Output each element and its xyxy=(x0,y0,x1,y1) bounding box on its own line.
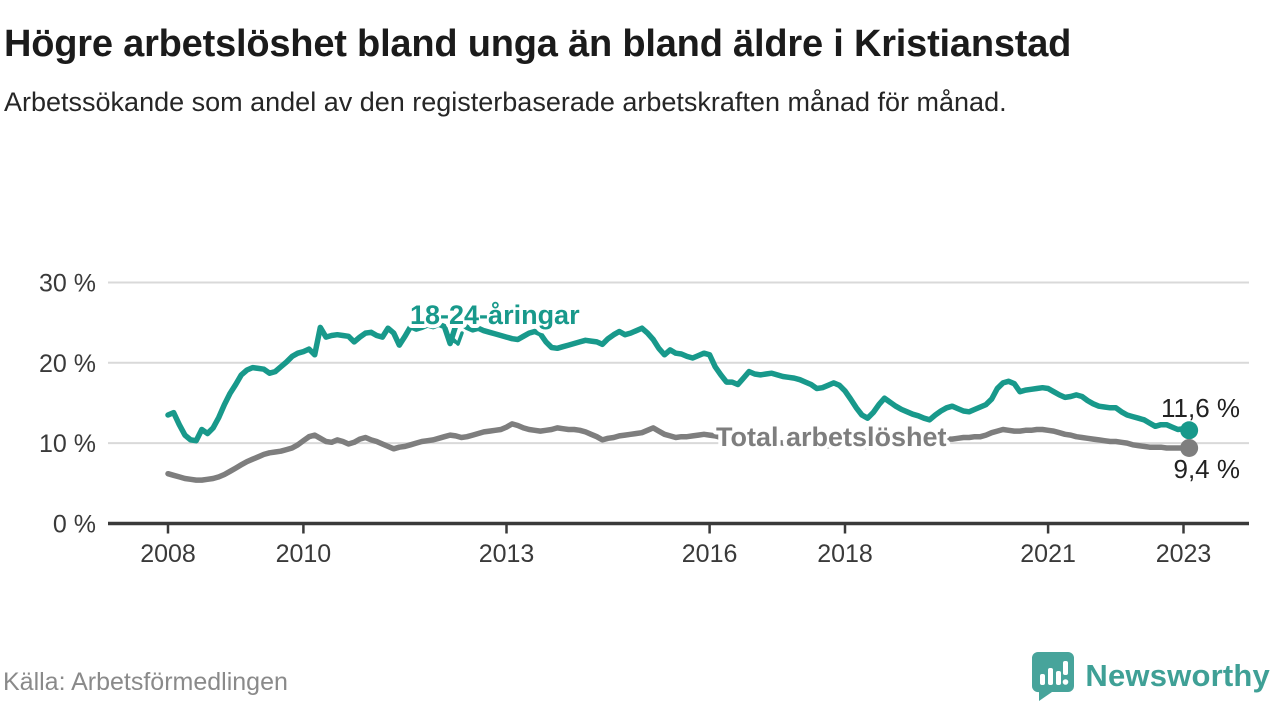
x-tick-label-2021: 2021 xyxy=(1020,540,1076,568)
series-end-dot-Total arbetslöshet xyxy=(1180,438,1199,457)
brand-logo: Newsworthy xyxy=(1030,650,1270,702)
end-value-label-total: 9,4 % xyxy=(1174,454,1241,484)
y-axis-labels: 0 % 10 % 20 % 30 % xyxy=(39,269,96,538)
x-tick-label-2013: 2013 xyxy=(479,540,535,568)
series-label-total-arbetsloshet: Total arbetslöshet xyxy=(716,422,947,452)
y-gridlines xyxy=(108,281,1249,445)
series-line-Total arbetslöshet xyxy=(165,421,1192,483)
newsworthy-speech-bubble-bar-chart-icon xyxy=(1032,652,1075,701)
chart-subtitle: Arbetssökande som andel av den registerb… xyxy=(4,87,1007,117)
line-chart: 0 % 10 % 20 % 30 % 2008 2010 2013 2016 2018 2021… xyxy=(39,269,1249,568)
x-tick-label-2018: 2018 xyxy=(817,540,873,568)
series-line-18-24-åringar xyxy=(165,320,1192,444)
y-tick-label-20: 20 % xyxy=(39,350,96,378)
series-end-dot-18-24-åringar xyxy=(1180,421,1199,440)
end-value-label-18-24: 11,6 % xyxy=(1161,393,1240,423)
x-tick-label-2016: 2016 xyxy=(682,540,738,568)
y-tick-label-0: 0 % xyxy=(53,511,96,539)
y-tick-label-30: 30 % xyxy=(39,269,96,297)
series-end-dots xyxy=(1180,421,1199,457)
brand-wordmark: Newsworthy xyxy=(1085,658,1270,693)
x-tick-label-2010: 2010 xyxy=(276,540,332,568)
source-note: Källa: Arbetsförmedlingen xyxy=(3,668,288,696)
x-tick-label-2023: 2023 xyxy=(1156,540,1212,568)
series-lines xyxy=(165,320,1192,483)
label-arrow-icon xyxy=(441,323,464,346)
series-label-18-24-aringar: 18-24-åringar xyxy=(410,300,580,330)
x-tick-label-2008: 2008 xyxy=(140,540,196,568)
x-axis: 2008 2010 2013 2016 2018 2021 2023 xyxy=(108,521,1249,568)
y-tick-label-10: 10 % xyxy=(39,430,96,458)
chart-header: Högre arbetslöshet bland unga än bland ä… xyxy=(4,20,1244,121)
page-title: Högre arbetslöshet bland unga än bland ä… xyxy=(4,23,1072,65)
